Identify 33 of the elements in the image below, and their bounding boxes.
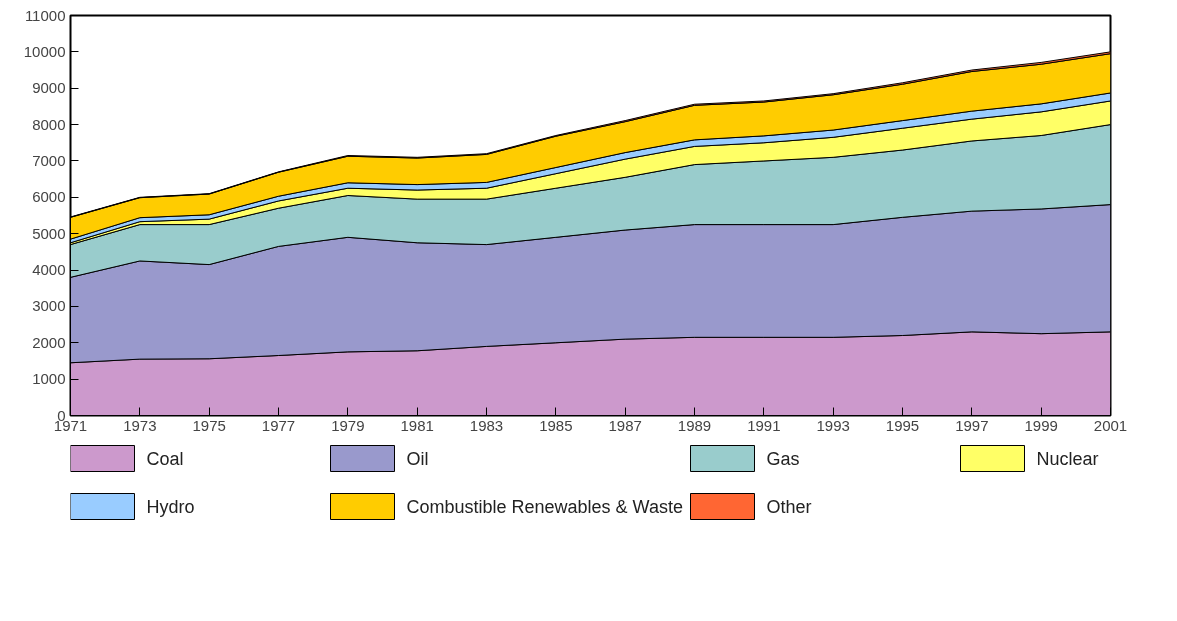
y-tick-label: 9000 <box>32 79 66 97</box>
y-tick-label: 2000 <box>32 333 66 351</box>
x-tick-label: 1979 <box>331 416 365 434</box>
x-tick-label: 1973 <box>123 416 157 434</box>
x-tick-label: 1975 <box>192 416 226 434</box>
y-tick-label: 10000 <box>23 42 66 60</box>
x-tick-label: 1995 <box>885 416 920 434</box>
legend-label: Oil <box>406 448 429 469</box>
x-tick-label: 1987 <box>608 416 642 434</box>
x-tick-label: 1977 <box>261 416 296 434</box>
x-tick-label: 1997 <box>955 416 989 434</box>
y-tick-label: 6000 <box>32 188 66 206</box>
legend-label: Combustible Renewables & Waste <box>406 496 683 517</box>
x-tick-label: 1991 <box>747 416 781 434</box>
y-tick-label: 4000 <box>32 261 66 279</box>
y-tick-label: 11000 <box>24 6 66 24</box>
x-tick-label: 1993 <box>816 416 850 434</box>
legend-label: Other <box>766 496 812 517</box>
legend-label: Hydro <box>146 496 195 517</box>
y-tick-label: 5000 <box>32 224 66 242</box>
y-tick-label: 7000 <box>32 151 66 169</box>
x-tick-label: 1999 <box>1024 416 1058 434</box>
x-tick-label: 1985 <box>539 416 573 434</box>
x-tick-label: 1983 <box>469 416 504 434</box>
y-tick-label: 3000 <box>32 297 66 315</box>
y-tick-label: 8000 <box>32 115 66 133</box>
legend-label: Coal <box>146 448 184 469</box>
x-tick-label: 1981 <box>400 416 434 434</box>
legend-label: Nuclear <box>1036 448 1099 469</box>
x-tick-label: 1989 <box>677 416 712 434</box>
y-tick-label: 1000 <box>32 370 66 388</box>
legend-label: Gas <box>766 448 800 469</box>
x-tick-label: 2001 <box>1093 416 1128 434</box>
